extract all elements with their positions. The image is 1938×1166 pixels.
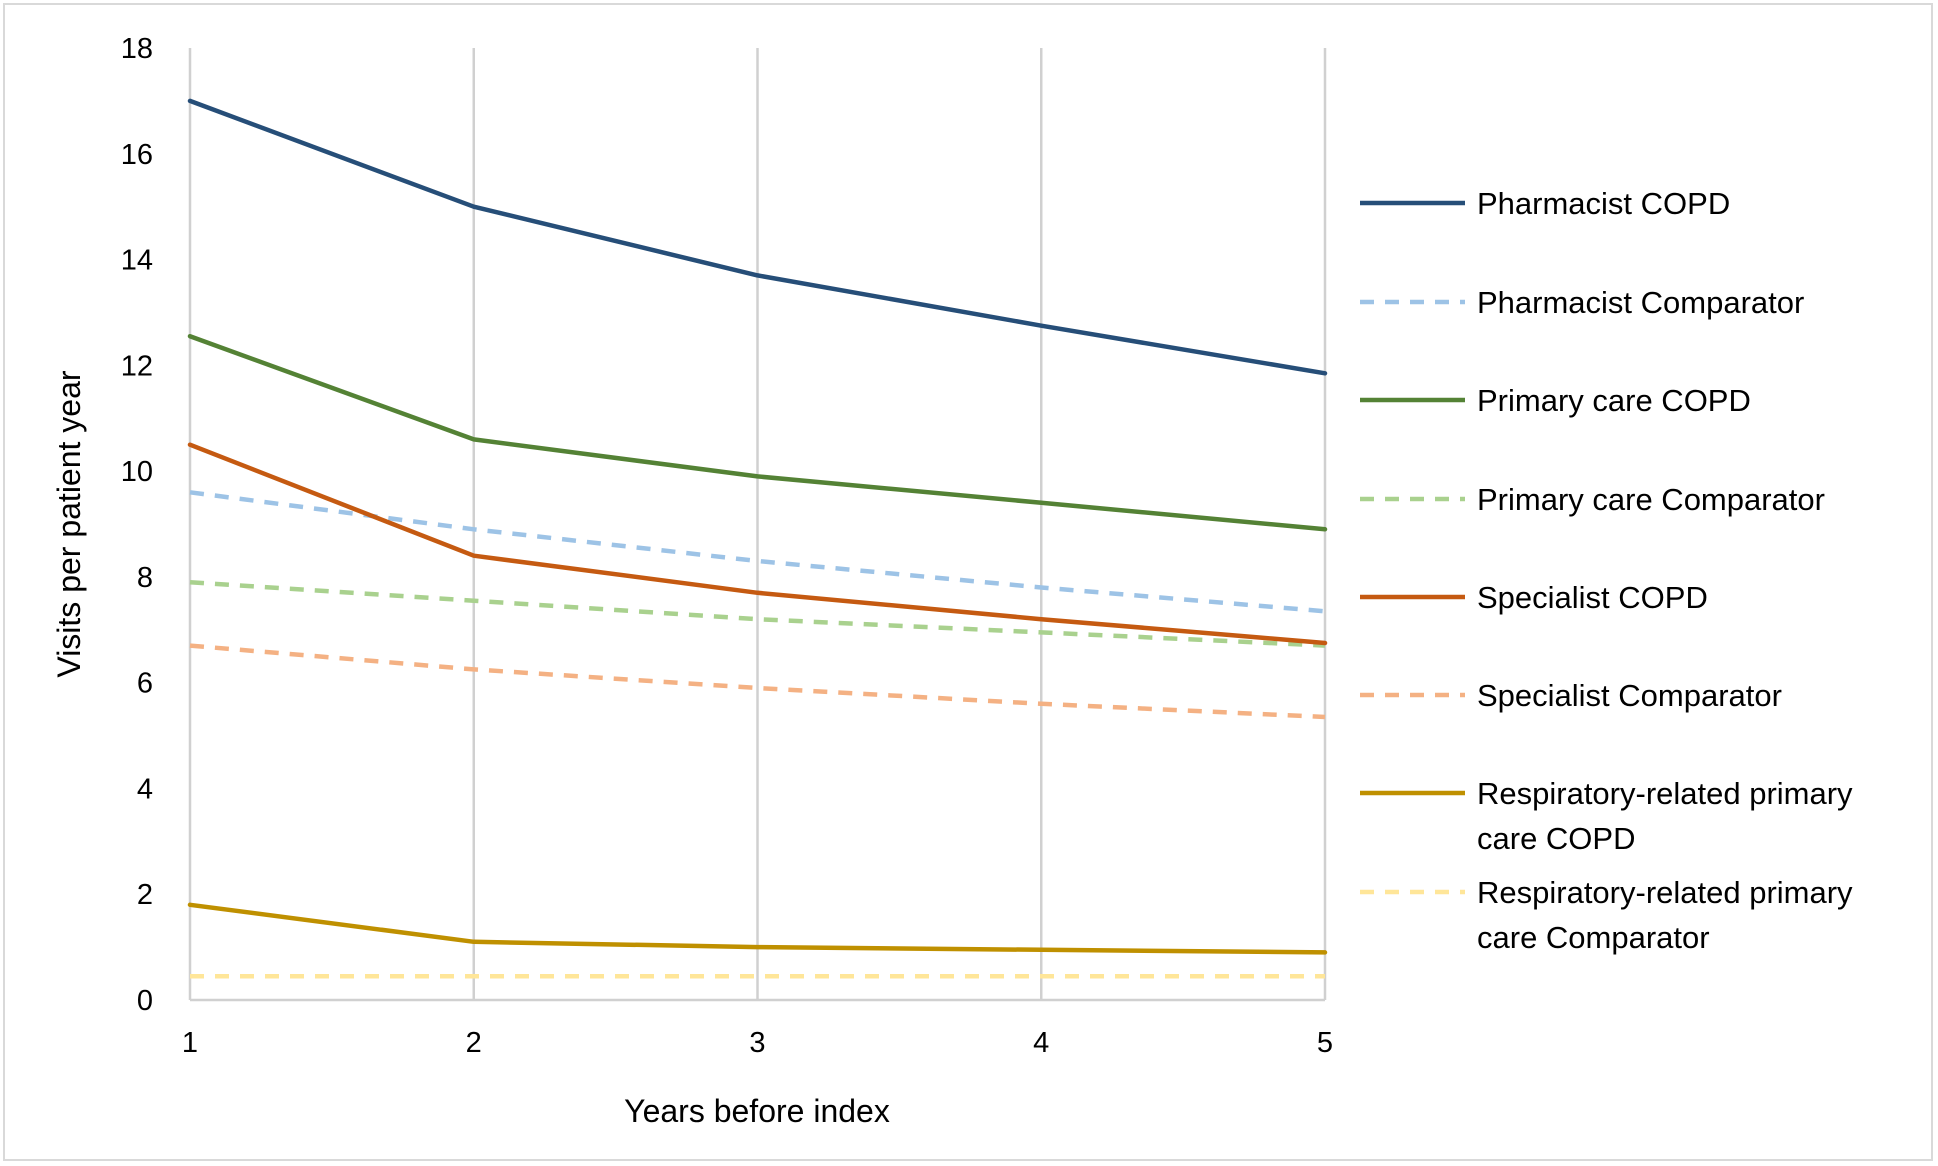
x-tick-label: 5 bbox=[1317, 1027, 1333, 1059]
legend-label: Respiratory-related primary bbox=[1477, 875, 1853, 910]
y-axis-title: Visits per patient year bbox=[51, 370, 87, 677]
x-tick-label: 1 bbox=[182, 1027, 198, 1059]
legend-label: Pharmacist COPD bbox=[1477, 186, 1730, 221]
legend-label: care COPD bbox=[1477, 821, 1635, 856]
y-tick-label: 0 bbox=[137, 985, 153, 1017]
y-tick-label: 12 bbox=[121, 350, 153, 382]
x-tick-label: 2 bbox=[466, 1027, 482, 1059]
series-line bbox=[187, 442, 1328, 646]
y-tick-label: 4 bbox=[137, 773, 153, 805]
legend-label: Respiratory-related primary bbox=[1477, 776, 1853, 811]
y-tick-label: 8 bbox=[137, 562, 153, 594]
y-tick-label: 16 bbox=[121, 139, 153, 171]
y-tick-label: 18 bbox=[121, 33, 153, 65]
legend-label: Specialist Comparator bbox=[1477, 678, 1782, 713]
legend-label: Primary care COPD bbox=[1477, 383, 1751, 418]
x-tick-label: 3 bbox=[749, 1027, 765, 1059]
legend-label: Pharmacist Comparator bbox=[1477, 285, 1804, 320]
y-tick-label: 10 bbox=[121, 456, 153, 488]
legend-label: Specialist COPD bbox=[1477, 580, 1708, 615]
y-tick-label: 2 bbox=[137, 879, 153, 911]
x-tick-label: 4 bbox=[1033, 1027, 1049, 1059]
gridlines bbox=[188, 48, 1327, 1000]
series-lines bbox=[187, 98, 1328, 979]
series-line bbox=[189, 490, 1326, 614]
y-tick-label: 6 bbox=[137, 668, 153, 700]
series-line bbox=[187, 902, 1328, 955]
y-tick-label: 14 bbox=[121, 245, 153, 277]
series-line bbox=[187, 333, 1328, 532]
series-line bbox=[187, 98, 1328, 376]
legend-label: care Comparator bbox=[1477, 920, 1710, 955]
x-axis-title: Years before index bbox=[624, 1093, 890, 1129]
legend-label: Primary care Comparator bbox=[1477, 482, 1825, 517]
legend: Pharmacist COPD Pharmacist Comparator Prim… bbox=[1360, 186, 1853, 955]
